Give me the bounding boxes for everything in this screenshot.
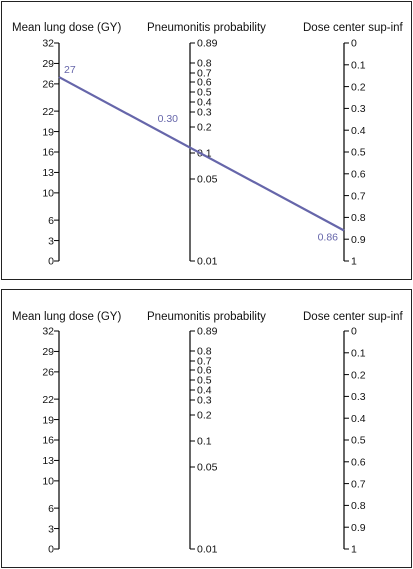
tick-label-left: 0: [48, 544, 54, 556]
tick-label-left: 10: [42, 188, 54, 200]
tick-label-right: 0: [351, 326, 357, 338]
tick-label-right: 1: [351, 544, 357, 556]
tick-label-right: 0.8: [351, 500, 366, 512]
tick-label-middle: 0.3: [197, 107, 212, 119]
axis-title-dose-center: Dose center sup-inf: [303, 311, 404, 323]
tick-label-right: 0.8: [351, 212, 366, 224]
tick-label-left: 19: [42, 126, 54, 138]
tick-label-right: 0.3: [351, 103, 366, 115]
tick-label-left: 6: [48, 215, 54, 227]
example-label-right: 0.86: [318, 231, 339, 243]
tick-label-right: 0.9: [351, 234, 366, 246]
tick-label-middle: 0.7: [197, 68, 212, 80]
tick-label-middle: 0.89: [197, 326, 218, 338]
tick-label-middle: 0.6: [197, 365, 212, 377]
tick-label-middle: 0.3: [197, 395, 212, 407]
tick-label-left: 6: [48, 503, 54, 515]
tick-label-middle: 0.89: [197, 38, 218, 50]
tick-label-right: 0.7: [351, 190, 366, 202]
tick-label-middle: 0.6: [197, 77, 212, 89]
tick-label-middle: 0.4: [197, 385, 212, 397]
example-label-left: 27: [64, 64, 76, 76]
tick-label-right: 0.4: [351, 413, 366, 425]
tick-label-middle: 0.2: [197, 410, 212, 422]
example-line: [58, 76, 345, 232]
tick-label-middle: 0.05: [197, 462, 218, 474]
example-label-middle: 0.30: [158, 113, 179, 125]
tick-label-left: 16: [42, 147, 54, 159]
tick-label-middle: 0.05: [197, 174, 218, 186]
axis-title-mean-lung-dose: Mean lung dose (GY): [12, 311, 121, 323]
tick-label-left: 19: [42, 414, 54, 426]
tick-label-right: 0.3: [351, 391, 366, 403]
tick-label-left: 13: [42, 167, 54, 179]
tick-label-left: 10: [42, 476, 54, 488]
axis-title-dose-center: Dose center sup-inf: [303, 22, 404, 34]
tick-label-middle: 0.4: [197, 97, 212, 109]
tick-label-middle: 0.8: [197, 58, 212, 70]
nomogram-panel-top: Mean lung dose (GY) Pneumonitis probabil…: [1, 1, 412, 280]
tick-label-middle: 0.2: [197, 122, 212, 134]
tick-label-left: 3: [48, 235, 54, 247]
tick-label-right: 0.5: [351, 147, 366, 159]
tick-label-middle: 0.1: [197, 436, 212, 448]
tick-label-middle: 0.01: [197, 256, 218, 268]
tick-label-right: 0.6: [351, 457, 366, 469]
tick-label-left: 22: [42, 106, 54, 118]
tick-label-left: 29: [42, 346, 54, 358]
tick-label-right: 0.7: [351, 478, 366, 490]
tick-label-left: 16: [42, 435, 54, 447]
tick-label-right: 1: [351, 256, 357, 268]
tick-label-left: 13: [42, 455, 54, 467]
tick-label-middle: 0.5: [197, 87, 212, 99]
tick-label-left: 3: [48, 523, 54, 535]
tick-label-left: 32: [42, 38, 54, 50]
tick-label-right: 0.2: [351, 81, 366, 93]
tick-label-left: 29: [42, 58, 54, 70]
tick-label-left: 22: [42, 394, 54, 406]
tick-label-right: 0.9: [351, 522, 366, 534]
tick-label-left: 26: [42, 367, 54, 379]
tick-label-left: 26: [42, 79, 54, 91]
axis-title-pneumonitis-probability: Pneumonitis probability: [147, 311, 266, 323]
panel-frame: [1, 289, 412, 568]
axis-title-pneumonitis-probability: Pneumonitis probability: [147, 22, 266, 34]
tick-label-middle: 0.01: [197, 544, 218, 556]
tick-label-right: 0.5: [351, 435, 366, 447]
tick-label-middle: 0.8: [197, 346, 212, 358]
tick-label-right: 0.4: [351, 125, 366, 137]
panel-frame: [1, 1, 412, 280]
tick-label-right: 0.6: [351, 169, 366, 181]
tick-label-middle: 0.5: [197, 375, 212, 387]
tick-label-right: 0.1: [351, 348, 366, 360]
axis-title-mean-lung-dose: Mean lung dose (GY): [12, 22, 121, 34]
tick-label-right: 0: [351, 38, 357, 50]
tick-label-right: 0.1: [351, 60, 366, 72]
nomogram-panel-bottom: Mean lung dose (GY) Pneumonitis probabil…: [1, 289, 412, 568]
tick-label-left: 0: [48, 256, 54, 268]
tick-label-middle: 0.7: [197, 356, 212, 368]
tick-label-left: 32: [42, 326, 54, 338]
tick-label-right: 0.2: [351, 369, 366, 381]
